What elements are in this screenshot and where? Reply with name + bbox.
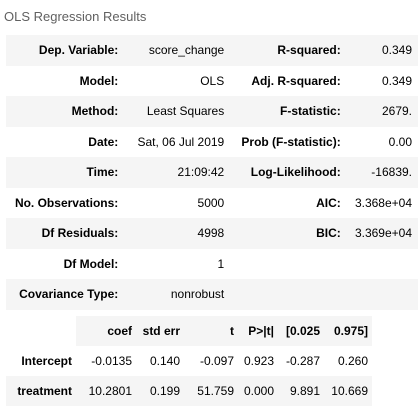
summary-row: Time: 21:09:42 Log-Likelihood: -16839. <box>6 157 418 188</box>
summary-value: 2679. <box>381 104 412 119</box>
summary-table: Dep. Variable: score_change R-squared: 0… <box>6 35 418 310</box>
coef-cell: 0.199 <box>149 384 180 398</box>
coef-cell: 0.000 <box>243 384 274 398</box>
coef-cell: 10.2801 <box>88 384 132 398</box>
summary-value: 4998 <box>197 226 225 241</box>
summary-value: 3.369e+04 <box>354 226 412 241</box>
summary-value: score_change <box>148 43 225 58</box>
summary-label: Dep. Variable: <box>38 43 119 58</box>
summary-row: Model: OLS Adj. R-squared: 0.349 <box>6 65 418 96</box>
summary-row: Df Residuals: 4998 BIC: 3.369e+04 <box>6 218 418 249</box>
summary-row: Covariance Type: nonrobust <box>6 279 418 310</box>
coef-cell: 10.669 <box>331 384 368 398</box>
summary-label: Df Model: <box>63 256 119 271</box>
summary-row: Date: Sat, 06 Jul 2019 Prob (F-statistic… <box>6 126 418 157</box>
coefficient-table: coef std err t P>|t| [0.025 0.975] Inter… <box>6 316 372 406</box>
coef-header-cell: [0.025 <box>278 316 324 346</box>
summary-row: Method: Least Squares F-statistic: 2679. <box>6 96 418 127</box>
summary-label: Df Residuals: <box>41 226 119 241</box>
summary-label: Date: <box>88 134 119 149</box>
coef-header-row: coef std err t P>|t| [0.025 0.975] <box>6 316 372 346</box>
summary-value: Sat, 06 Jul 2019 <box>137 134 225 149</box>
summary-label: Log-Likelihood: <box>250 165 341 180</box>
summary-label <box>230 249 347 280</box>
summary-value: -16839. <box>371 165 412 180</box>
summary-label: Method: <box>71 104 119 119</box>
coef-cell: -0.0135 <box>91 354 132 368</box>
summary-value <box>347 279 418 310</box>
coef-header-cell: 0.975] <box>324 316 372 346</box>
summary-row: Dep. Variable: score_change R-squared: 0… <box>6 35 418 66</box>
summary-label: No. Observations: <box>14 195 119 210</box>
coef-header-cell: coef <box>76 316 136 346</box>
summary-value: Least Squares <box>146 104 225 119</box>
summary-label: BIC: <box>316 226 341 241</box>
coef-cell: 51.759 <box>197 384 234 398</box>
summary-row: No. Observations: 5000 AIC: 3.368e+04 <box>6 187 418 218</box>
summary-value: nonrobust <box>170 287 225 302</box>
summary-label: Time: <box>86 165 119 180</box>
summary-label: Model: <box>79 73 119 88</box>
summary-value: OLS <box>200 73 225 88</box>
summary-label: Adj. R-squared: <box>251 73 341 88</box>
summary-value: 21:09:42 <box>177 165 225 180</box>
summary-value: 0.349 <box>381 43 412 58</box>
coef-row: Intercept -0.0135 0.140 -0.097 0.923 -0.… <box>6 346 372 376</box>
summary-label <box>230 279 347 310</box>
summary-value: 3.368e+04 <box>354 195 412 210</box>
summary-label: AIC: <box>316 195 341 210</box>
coef-cell: 0.140 <box>149 354 180 368</box>
summary-row: Df Model: 1 <box>6 248 418 280</box>
coef-header-cell: std err <box>136 316 184 346</box>
summary-value: 0.00 <box>388 134 412 149</box>
coef-row-label: Intercept <box>21 354 72 368</box>
summary-label: Covariance Type: <box>19 287 119 302</box>
coef-row-label: treatment <box>17 384 72 398</box>
summary-value <box>347 249 418 280</box>
summary-value: 0.349 <box>381 73 412 88</box>
coef-cell: 9.891 <box>289 384 320 398</box>
coef-header-cell: t <box>184 316 238 346</box>
coef-row: treatment 10.2801 0.199 51.759 0.000 9.8… <box>6 376 372 406</box>
summary-label: Prob (F-statistic): <box>241 134 341 149</box>
coef-cell: -0.097 <box>199 354 234 368</box>
summary-label: F-statistic: <box>280 104 341 119</box>
coef-header-cell <box>6 316 76 346</box>
summary-label: R-squared: <box>277 43 341 58</box>
summary-value: 5000 <box>197 195 225 210</box>
summary-value: 1 <box>217 256 225 271</box>
table-caption: OLS Regression Results <box>4 9 147 24</box>
coef-cell: -0.287 <box>285 354 320 368</box>
coef-header-cell: P>|t| <box>238 316 278 346</box>
coef-cell: 0.260 <box>337 354 368 368</box>
coef-cell: 0.923 <box>243 354 274 368</box>
